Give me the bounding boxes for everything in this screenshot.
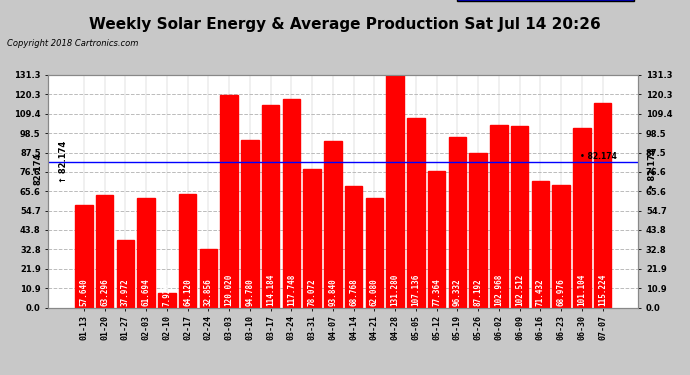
Bar [552, 185, 570, 308]
Bar [448, 137, 466, 308]
Text: 114.184: 114.184 [266, 273, 275, 306]
Text: 96.332: 96.332 [453, 278, 462, 306]
Text: Weekly Solar Energy & Average Production Sat Jul 14 20:26: Weekly Solar Energy & Average Production… [89, 17, 601, 32]
Text: 61.694: 61.694 [141, 278, 150, 306]
Bar [531, 181, 549, 308]
Text: • 82.174: • 82.174 [647, 148, 657, 189]
Text: 7.926: 7.926 [162, 283, 171, 306]
Bar [490, 125, 508, 308]
Bar [283, 99, 300, 308]
Bar [573, 129, 591, 308]
Bar [324, 141, 342, 308]
Text: 77.364: 77.364 [432, 278, 441, 306]
Text: 93.840: 93.840 [328, 278, 337, 306]
Bar [220, 95, 238, 308]
Bar [75, 206, 92, 308]
Text: 101.104: 101.104 [578, 273, 586, 306]
Text: Copyright 2018 Cartronics.com: Copyright 2018 Cartronics.com [7, 39, 138, 48]
Text: ↑ 82.174: ↑ 82.174 [59, 141, 68, 183]
Bar [511, 126, 529, 308]
Bar [137, 198, 155, 308]
Bar [199, 249, 217, 308]
Text: 120.020: 120.020 [225, 273, 234, 306]
Text: 32.856: 32.856 [204, 278, 213, 306]
Bar [345, 186, 362, 308]
Text: 87.192: 87.192 [473, 278, 482, 306]
Bar [428, 171, 446, 308]
Bar [262, 105, 279, 308]
Text: 94.780: 94.780 [246, 278, 255, 306]
Bar [158, 294, 176, 308]
Bar [96, 195, 113, 308]
Legend: Average  (kWh), Weekly  (kWh): Average (kWh), Weekly (kWh) [457, 0, 634, 2]
Text: 102.968: 102.968 [494, 273, 504, 306]
Bar [241, 140, 259, 308]
Text: 62.080: 62.080 [370, 278, 379, 306]
Text: 131.280: 131.280 [391, 273, 400, 306]
Bar [304, 169, 321, 308]
Text: 68.768: 68.768 [349, 278, 358, 306]
Bar [407, 118, 425, 308]
Text: 71.432: 71.432 [536, 278, 545, 306]
Text: • 82.174: • 82.174 [580, 152, 617, 161]
Bar [117, 240, 135, 308]
Text: 63.296: 63.296 [100, 278, 109, 306]
Bar [179, 194, 197, 308]
Bar [366, 198, 383, 308]
Text: 115.224: 115.224 [598, 273, 607, 306]
Text: 78.072: 78.072 [308, 278, 317, 306]
Text: 57.640: 57.640 [79, 278, 88, 306]
Text: 68.976: 68.976 [557, 278, 566, 306]
Text: 64.120: 64.120 [183, 278, 193, 306]
Text: 102.512: 102.512 [515, 273, 524, 306]
Bar [594, 104, 611, 308]
Text: 107.136: 107.136 [411, 273, 420, 306]
Bar [469, 153, 487, 308]
Bar [386, 75, 404, 307]
Text: 117.748: 117.748 [287, 273, 296, 306]
Text: 37.972: 37.972 [121, 278, 130, 306]
Text: 82.174: 82.174 [33, 153, 43, 185]
